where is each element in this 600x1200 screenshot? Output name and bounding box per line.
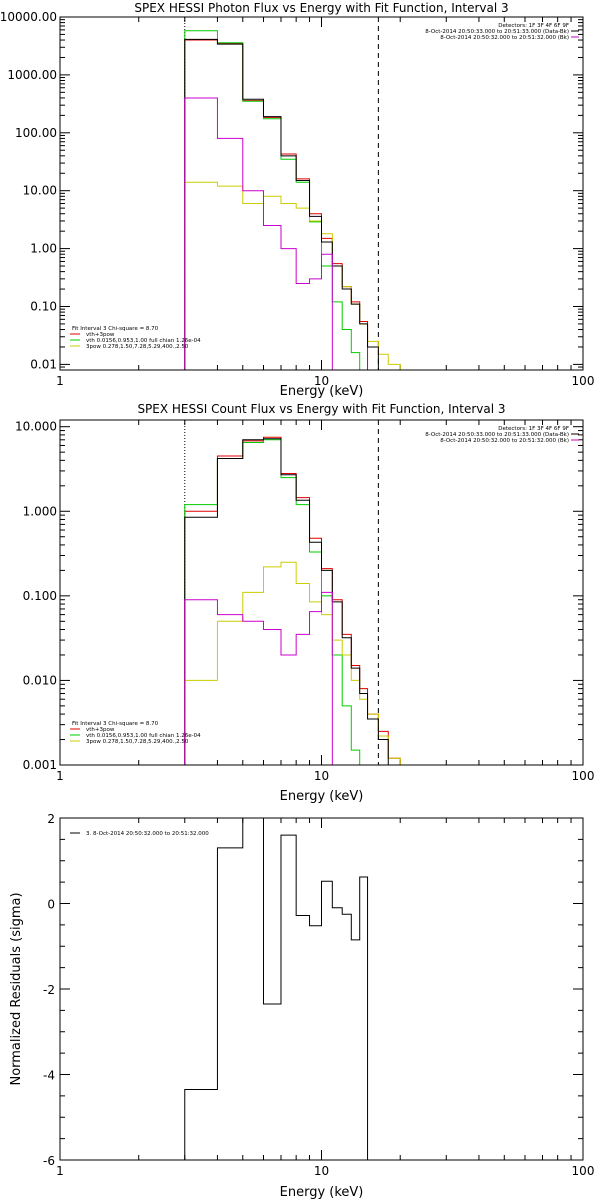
y-tick-label: 0.10: [30, 299, 57, 313]
plot-frame: [59, 419, 584, 766]
series-group: [184, 818, 369, 1160]
x-tick-label: 1: [56, 374, 64, 388]
series-line-1: [184, 818, 369, 1160]
legend-entry: 8-Oct-2014 20:50:32.000 to 20:51:32.000 …: [440, 438, 569, 444]
chart-2: SPEX HESSI Count Flux vs Energy with Fit…: [15, 402, 594, 804]
series-line-2: [184, 30, 368, 370]
plot-frame: [59, 16, 584, 371]
x-axis-label: Energy (keV): [280, 789, 364, 804]
series-line-5: [184, 591, 333, 765]
y-tick-label: 10000.00: [0, 10, 57, 24]
y-tick-label: 0: [47, 898, 55, 912]
y-tick-label: 100.00: [15, 126, 57, 140]
y-tick-label: -4: [43, 1069, 55, 1083]
legend-entry: 8-Oct-2014 20:50:32.000 to 20:51:32.000 …: [440, 35, 569, 41]
y-tick-label: 10.000: [15, 420, 57, 434]
plot-frame: [59, 817, 584, 1161]
chart-1: SPEX HESSI Photon Flux vs Energy with Fi…: [0, 1, 594, 399]
y-tick-label: 1000.00: [7, 68, 57, 82]
x-tick-label: 10: [314, 1164, 329, 1178]
legend-entry: Detectors: 1F 3F 4F 6F 9F: [498, 23, 569, 29]
legend-entry: 3. 8-Oct-2014 20:50:32.000 to 20:51:32.0…: [86, 831, 209, 837]
legend-entry: 3pow 0.278,1.50,7.28,5.29,400.,2.50: [86, 739, 189, 745]
y-tick-label: 0.100: [23, 589, 57, 603]
y-tick-label: 0.010: [23, 673, 57, 687]
series-group: [184, 30, 412, 370]
legend-entry: vth+3pow: [86, 332, 115, 338]
legend-entry: Fit Interval 3 Chi-square = 8.70: [72, 326, 159, 332]
x-tick-label: 1: [56, 1164, 64, 1178]
series-group: [184, 436, 401, 765]
legend-entry: Fit Interval 3 Chi-square = 8.70: [72, 721, 159, 727]
series-line-4: [184, 38, 379, 370]
series-line-4: [184, 438, 389, 765]
y-tick-label: 0.001: [23, 758, 57, 772]
x-tick-label: 100: [572, 769, 595, 783]
chart-3: 1 10 100 2 0 -2 -4 -6 Energy (keV) Normalized Res…: [9, 812, 594, 1200]
y-tick-label: 2: [47, 812, 55, 826]
series-line-3: [184, 561, 401, 765]
x-axis-label: Energy (keV): [280, 384, 364, 399]
legend-entry: 3pow 0.278,1.50,7.28,5.29,400.,2.50: [86, 344, 189, 350]
x-tick-label: 10: [314, 769, 329, 783]
x-axis-label: Energy (keV): [280, 1185, 364, 1200]
series-line-2: [184, 439, 361, 765]
y-tick-label: 1.000: [23, 504, 57, 518]
x-tick-label: 100: [572, 374, 595, 388]
chart-title: SPEX HESSI Photon Flux vs Energy with Fi…: [134, 1, 508, 15]
legend-entry: 8-Oct-2014 20:50:33.000 to 20:51:33.000 …: [425, 432, 569, 438]
y-tick-label: -6: [43, 1154, 55, 1168]
legend-entry: vth 0.0156,0.953,1.00 full chian 1.26e-0…: [86, 338, 201, 344]
legend-entry: vth+3pow: [86, 727, 115, 733]
series-line-3: [184, 181, 412, 370]
x-tick-label: 100: [572, 1164, 595, 1178]
y-axis-label: Normalized Residuals (sigma): [9, 892, 24, 1085]
y-tick-label: -2: [43, 983, 55, 997]
legend-entry: vth 0.0156,0.953,1.00 full chian 1.26e-0…: [86, 733, 201, 739]
series-line-1: [184, 39, 369, 370]
legend-entry: 8-Oct-2014 20:50:33.000 to 20:51:33.000 …: [425, 29, 569, 35]
y-tick-label: 10.00: [23, 184, 57, 198]
y-tick-label: 0.01: [30, 357, 57, 371]
legend-entry: Detectors: 1F 3F 4F 6F 9F: [498, 426, 569, 432]
series-line-5: [184, 97, 333, 370]
chart-title: SPEX HESSI Count Flux vs Energy with Fit…: [137, 402, 505, 416]
y-tick-label: 1.00: [30, 242, 57, 256]
x-tick-label: 10: [314, 374, 329, 388]
x-tick-label: 1: [56, 769, 64, 783]
